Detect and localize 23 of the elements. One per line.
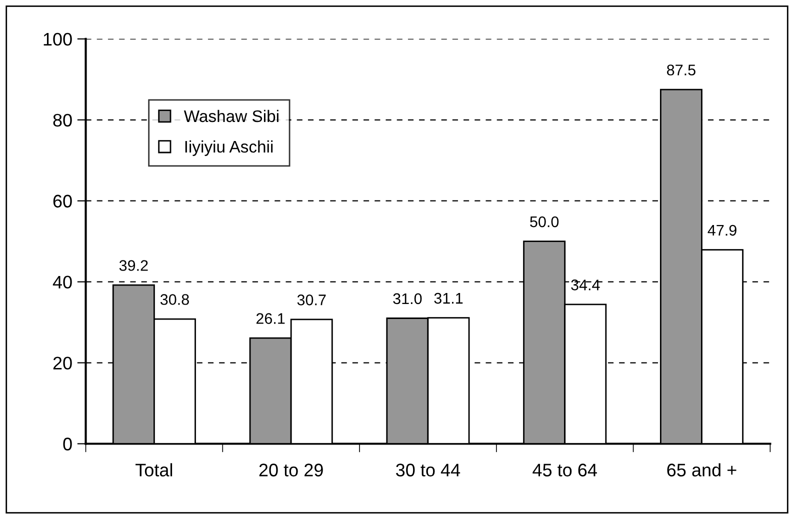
data-label: 31.0 (393, 293, 422, 304)
data-label: 50.0 (530, 216, 559, 228)
data-label: 31.1 (434, 292, 463, 304)
data-label: 87.5 (667, 64, 696, 76)
legend-label: Iiyiyiu Aschii (185, 140, 273, 156)
data-label: 39.2 (119, 260, 148, 271)
x-tick-label: 20 to 29 (259, 464, 323, 476)
y-tick-label: 80 (53, 114, 72, 127)
x-tick-label: Total (136, 463, 172, 476)
x-tick-label: 30 to 44 (396, 464, 460, 476)
x-tick-label: 45 to 64 (532, 464, 597, 476)
y-tick-label: 60 (53, 194, 72, 208)
data-label: 26.1 (256, 313, 285, 324)
data-label: 47.9 (708, 224, 736, 236)
data-label: 34.4 (571, 280, 600, 290)
data-label: 30.7 (297, 294, 326, 306)
y-tick-label: 0 (63, 438, 72, 450)
x-tick-label: 65 and + (667, 463, 736, 476)
y-tick-label: 100 (44, 32, 72, 46)
legend-label: Washaw Sibi (184, 110, 278, 122)
y-tick-label: 40 (52, 276, 72, 289)
y-tick-label: 20 (53, 356, 72, 370)
data-label: 30.8 (160, 294, 189, 305)
